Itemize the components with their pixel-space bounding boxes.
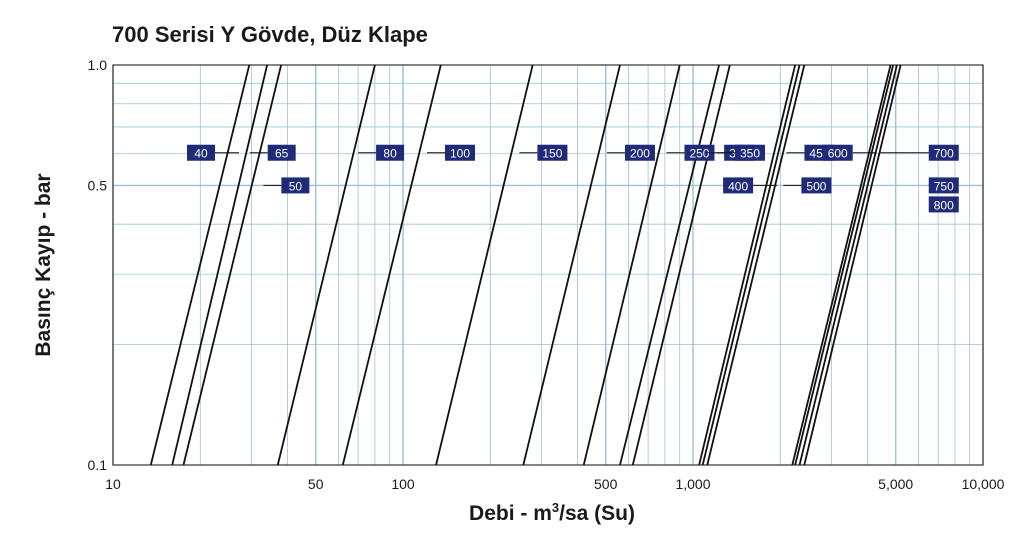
x-tick-label: 100 (391, 476, 415, 492)
series-line-600 (791, 65, 892, 465)
label-box-65 (267, 144, 296, 161)
label-box-150 (537, 144, 568, 161)
x-tick-label: 10 (105, 476, 121, 492)
label-box-350 (735, 144, 766, 161)
x-axis-label-rest: /sa (Su) (559, 502, 635, 525)
label-text-250: 250 (689, 147, 709, 161)
y-tick-label: 0.5 (88, 177, 108, 193)
label-text-80: 80 (383, 147, 397, 161)
label-box-600 (822, 144, 853, 161)
label-text-150: 150 (542, 147, 562, 161)
label-box-700 (928, 144, 959, 161)
series-line-350 (631, 65, 731, 465)
label-box-750 (928, 177, 959, 194)
y-tick-label: 0.1 (88, 457, 108, 473)
series-line-200 (522, 65, 621, 465)
x-tick-label: 10,000 (962, 476, 1005, 492)
label-text-50: 50 (289, 179, 303, 193)
x-axis-label-main: Debi - m (469, 502, 552, 525)
label-box-50 (281, 177, 310, 194)
label-text-800: 800 (934, 198, 954, 212)
series-line-450 (701, 65, 801, 465)
label-box-40 (187, 144, 216, 161)
label-box-400 (723, 177, 754, 194)
plot-frame (112, 64, 984, 466)
label-box-200 (624, 144, 655, 161)
x-tick-label: 500 (594, 476, 618, 492)
series-line-250 (582, 65, 681, 465)
series-line-800 (803, 65, 902, 465)
y-tick-label: 1.0 (88, 57, 108, 73)
x-axis-label-sup: 3 (551, 500, 560, 515)
label-box-80 (376, 144, 405, 161)
series-line-700 (794, 65, 895, 465)
label-text-400: 400 (728, 179, 748, 193)
series-line-300 (619, 65, 720, 465)
label-text-40: 40 (194, 147, 208, 161)
x-axis-label: Debi - m3/sa (Su) (0, 500, 1024, 526)
label-text-350: 350 (740, 147, 760, 161)
label-box-250 (684, 144, 715, 161)
label-text-100: 100 (450, 147, 470, 161)
x-tick-label: 5,000 (878, 476, 913, 492)
series-line-80 (276, 65, 376, 465)
label-box-800 (928, 196, 959, 213)
series-line-400 (698, 65, 797, 465)
label-box-500 (801, 177, 832, 194)
series-line-50 (182, 65, 283, 465)
series-line-100 (341, 65, 442, 465)
chart-title: 700 Serisi Y Gövde, Düz Klape (112, 22, 428, 47)
label-text-700: 700 (934, 147, 954, 161)
x-tick-label: 50 (308, 476, 324, 492)
x-tick-label: 1,000 (675, 476, 710, 492)
series-line-150 (435, 65, 534, 465)
label-box-100 (445, 144, 476, 161)
series-line-40 (149, 65, 251, 465)
label-text-65: 65 (275, 147, 289, 161)
label-text-500: 500 (806, 179, 826, 193)
series-line-750 (798, 65, 898, 465)
label-text-200: 200 (630, 147, 650, 161)
series-line-500 (706, 65, 806, 465)
series-line-65 (171, 65, 269, 465)
label-text-600: 600 (828, 147, 848, 161)
label-text-750: 750 (934, 179, 954, 193)
